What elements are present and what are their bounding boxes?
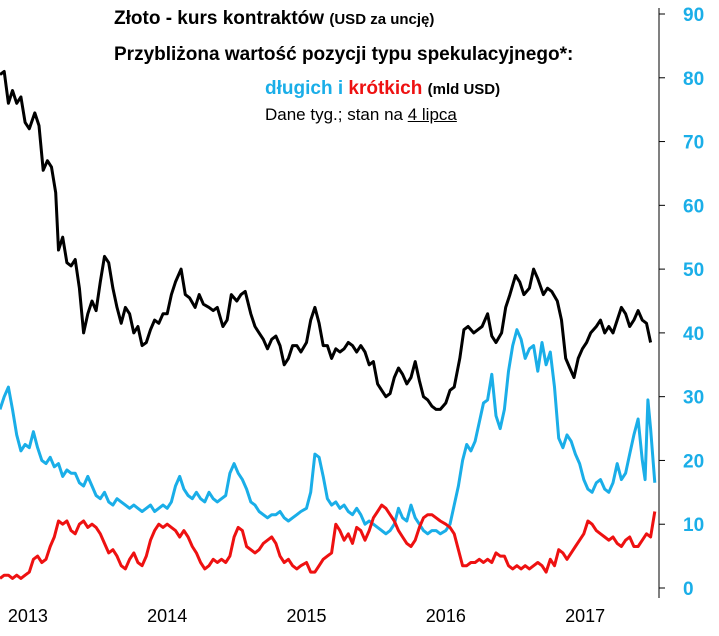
chart-title-unit: (USD za uncję) bbox=[329, 11, 435, 28]
x-tick-label: 2015 bbox=[286, 606, 326, 626]
x-axis-ticks: 2013 2014 2015 2016 2017 bbox=[8, 606, 605, 626]
legend: długich i krótkich (mld USD) bbox=[265, 78, 500, 100]
x-tick-label: 2016 bbox=[426, 606, 466, 626]
y-axis-ticks: 0 10 20 30 40 50 60 70 80 90 bbox=[659, 5, 704, 600]
legend-unit: (mld USD) bbox=[427, 81, 501, 98]
y-tick-label: 90 bbox=[683, 5, 704, 26]
chart-title: Złoto - kurs kontraktów bbox=[114, 8, 325, 29]
series-layer bbox=[0, 69, 657, 580]
y-tick-label: 30 bbox=[683, 388, 704, 409]
chart-subtitle: Przybliżona wartość pozycji typu spekula… bbox=[114, 44, 574, 65]
gold-price-line bbox=[0, 69, 653, 411]
long-positions-line bbox=[0, 328, 657, 536]
y-tick-label: 70 bbox=[683, 133, 704, 154]
short-positions-line bbox=[0, 503, 657, 580]
y-tick-label: 0 bbox=[683, 579, 694, 600]
chart-title-line: Złoto - kurs kontraktów (USD za uncję) bbox=[114, 8, 434, 30]
y-tick-label: 80 bbox=[683, 69, 704, 90]
y-tick-label: 50 bbox=[683, 260, 704, 281]
legend-connector: i bbox=[337, 78, 344, 99]
y-tick-label: 60 bbox=[683, 196, 704, 217]
x-tick-label: 2017 bbox=[565, 606, 605, 626]
y-tick-label: 40 bbox=[683, 324, 704, 345]
legend-long: długich bbox=[265, 78, 333, 99]
x-tick-label: 2014 bbox=[147, 606, 187, 626]
data-note-prefix: Dane tyg.; stan na bbox=[265, 105, 403, 124]
y-tick-label: 10 bbox=[683, 515, 704, 536]
y-tick-label: 20 bbox=[683, 451, 704, 472]
data-note-date: 4 lipca bbox=[407, 105, 457, 124]
data-note: Dane tyg.; stan na 4 lipca bbox=[265, 105, 457, 125]
x-tick-label: 2013 bbox=[8, 606, 48, 626]
legend-short: krótkich bbox=[348, 78, 423, 99]
